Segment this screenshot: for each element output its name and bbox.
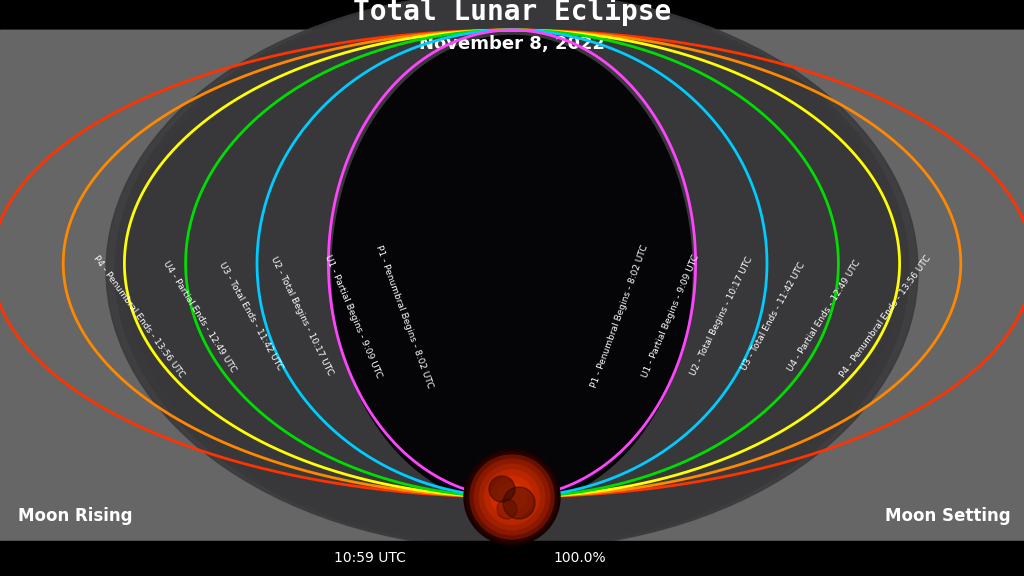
Text: U3 - Total Ends - 11:42 UTC: U3 - Total Ends - 11:42 UTC — [739, 260, 807, 372]
Circle shape — [497, 499, 517, 519]
Bar — [0, 0, 1024, 30]
Text: 10:59 UTC: 10:59 UTC — [334, 551, 406, 566]
Bar — [0, 541, 1024, 576]
Circle shape — [490, 476, 534, 518]
Text: P4 - Penumbral Ends - 13:56 UTC: P4 - Penumbral Ends - 13:56 UTC — [839, 253, 933, 379]
Ellipse shape — [259, 17, 765, 524]
Ellipse shape — [268, 19, 756, 522]
Ellipse shape — [322, 28, 702, 513]
Circle shape — [464, 449, 560, 545]
Ellipse shape — [160, 1, 864, 540]
Ellipse shape — [313, 26, 711, 515]
Circle shape — [470, 455, 554, 539]
Ellipse shape — [205, 8, 819, 533]
Ellipse shape — [142, 0, 882, 543]
Text: U2 - Total Begins - 10:17 UTC: U2 - Total Begins - 10:17 UTC — [689, 255, 755, 377]
Ellipse shape — [332, 36, 692, 506]
Bar — [0, 30, 440, 541]
Ellipse shape — [196, 7, 828, 534]
Ellipse shape — [133, 0, 891, 545]
Text: P1 - Penumbral Begins - 8:02 UTC: P1 - Penumbral Begins - 8:02 UTC — [375, 244, 434, 389]
Ellipse shape — [304, 25, 720, 516]
Circle shape — [474, 459, 550, 535]
Ellipse shape — [214, 10, 810, 531]
Text: Moon Setting: Moon Setting — [885, 507, 1011, 525]
Text: P1 - Penumbral Begins - 8:02 UTC: P1 - Penumbral Begins - 8:02 UTC — [590, 244, 649, 389]
Text: U4 - Partial Ends - 12:49 UTC: U4 - Partial Ends - 12:49 UTC — [786, 259, 862, 373]
Text: U3 - Total Ends - 11:42 UTC: U3 - Total Ends - 11:42 UTC — [217, 260, 285, 372]
Text: P4 - Penumbral Ends - 13:56 UTC: P4 - Penumbral Ends - 13:56 UTC — [91, 253, 185, 379]
Circle shape — [498, 482, 526, 511]
Circle shape — [479, 464, 545, 530]
Ellipse shape — [295, 23, 729, 518]
Text: U1 - Partial Begins - 9:09 UTC: U1 - Partial Begins - 9:09 UTC — [324, 253, 383, 379]
Circle shape — [467, 452, 557, 542]
Ellipse shape — [241, 14, 783, 526]
Ellipse shape — [178, 4, 846, 537]
Ellipse shape — [124, 0, 900, 546]
Ellipse shape — [169, 2, 855, 539]
Ellipse shape — [278, 20, 746, 521]
Ellipse shape — [223, 12, 801, 530]
Text: Total Lunar Eclipse: Total Lunar Eclipse — [353, 0, 671, 25]
Text: U2 - Total Begins - 10:17 UTC: U2 - Total Begins - 10:17 UTC — [269, 255, 335, 377]
Ellipse shape — [151, 0, 873, 541]
Circle shape — [484, 469, 540, 524]
Ellipse shape — [232, 13, 792, 528]
Bar — [584, 30, 1024, 541]
Text: November 8, 2022: November 8, 2022 — [419, 35, 605, 53]
Circle shape — [503, 487, 535, 519]
Text: U4 - Partial Ends - 12:49 UTC: U4 - Partial Ends - 12:49 UTC — [162, 259, 238, 373]
Ellipse shape — [250, 16, 774, 525]
Text: U1 - Partial Begins - 9:09 UTC: U1 - Partial Begins - 9:09 UTC — [641, 253, 700, 379]
Text: 100.0%: 100.0% — [554, 551, 606, 566]
Bar — [0, 30, 1024, 541]
Ellipse shape — [115, 0, 909, 548]
Circle shape — [489, 476, 515, 502]
Ellipse shape — [286, 22, 738, 519]
Ellipse shape — [187, 5, 837, 536]
Text: Moon Rising: Moon Rising — [17, 507, 132, 525]
Ellipse shape — [106, 0, 918, 550]
